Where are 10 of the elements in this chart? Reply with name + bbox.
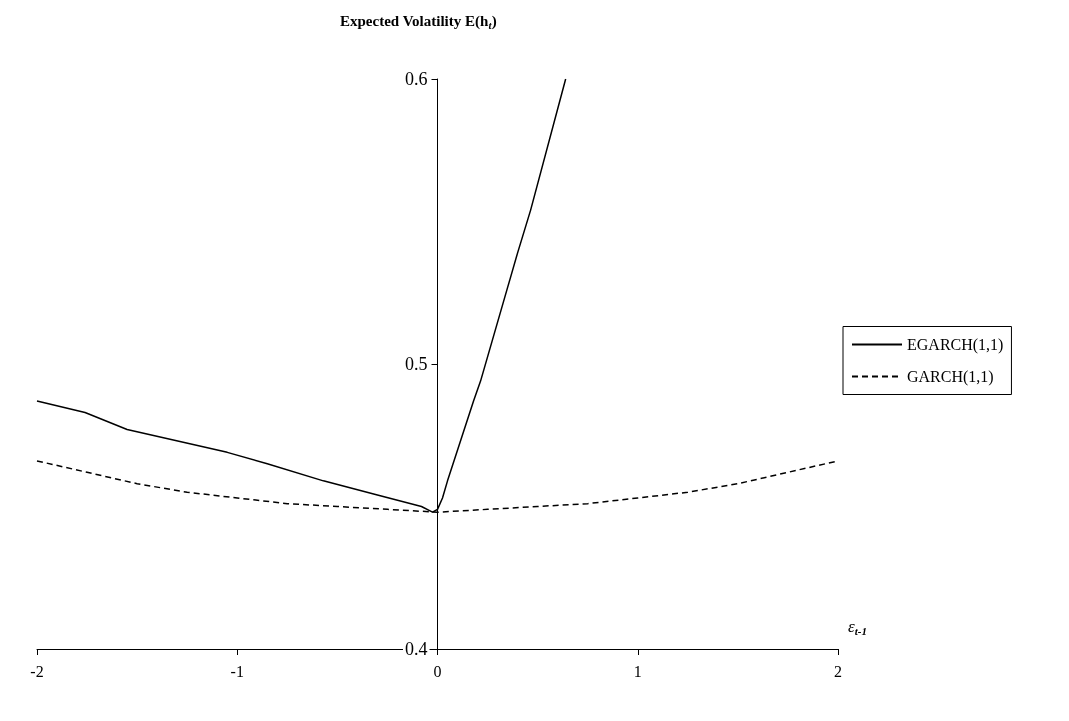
y-tick-label: 0.4	[405, 639, 428, 659]
legend-label: GARCH(1,1)	[907, 368, 994, 386]
legend-label: EGARCH(1,1)	[907, 336, 1004, 354]
x-tick-label: 1	[633, 662, 642, 680]
y-tick-label: 0.5	[405, 354, 428, 374]
x-tick-label: -2	[30, 662, 44, 680]
x-tick-label: -1	[230, 662, 244, 680]
x-tick-label: 0	[433, 662, 442, 680]
x-tick-label: 2	[834, 662, 842, 680]
y-tick-label: 0.6	[405, 69, 428, 89]
